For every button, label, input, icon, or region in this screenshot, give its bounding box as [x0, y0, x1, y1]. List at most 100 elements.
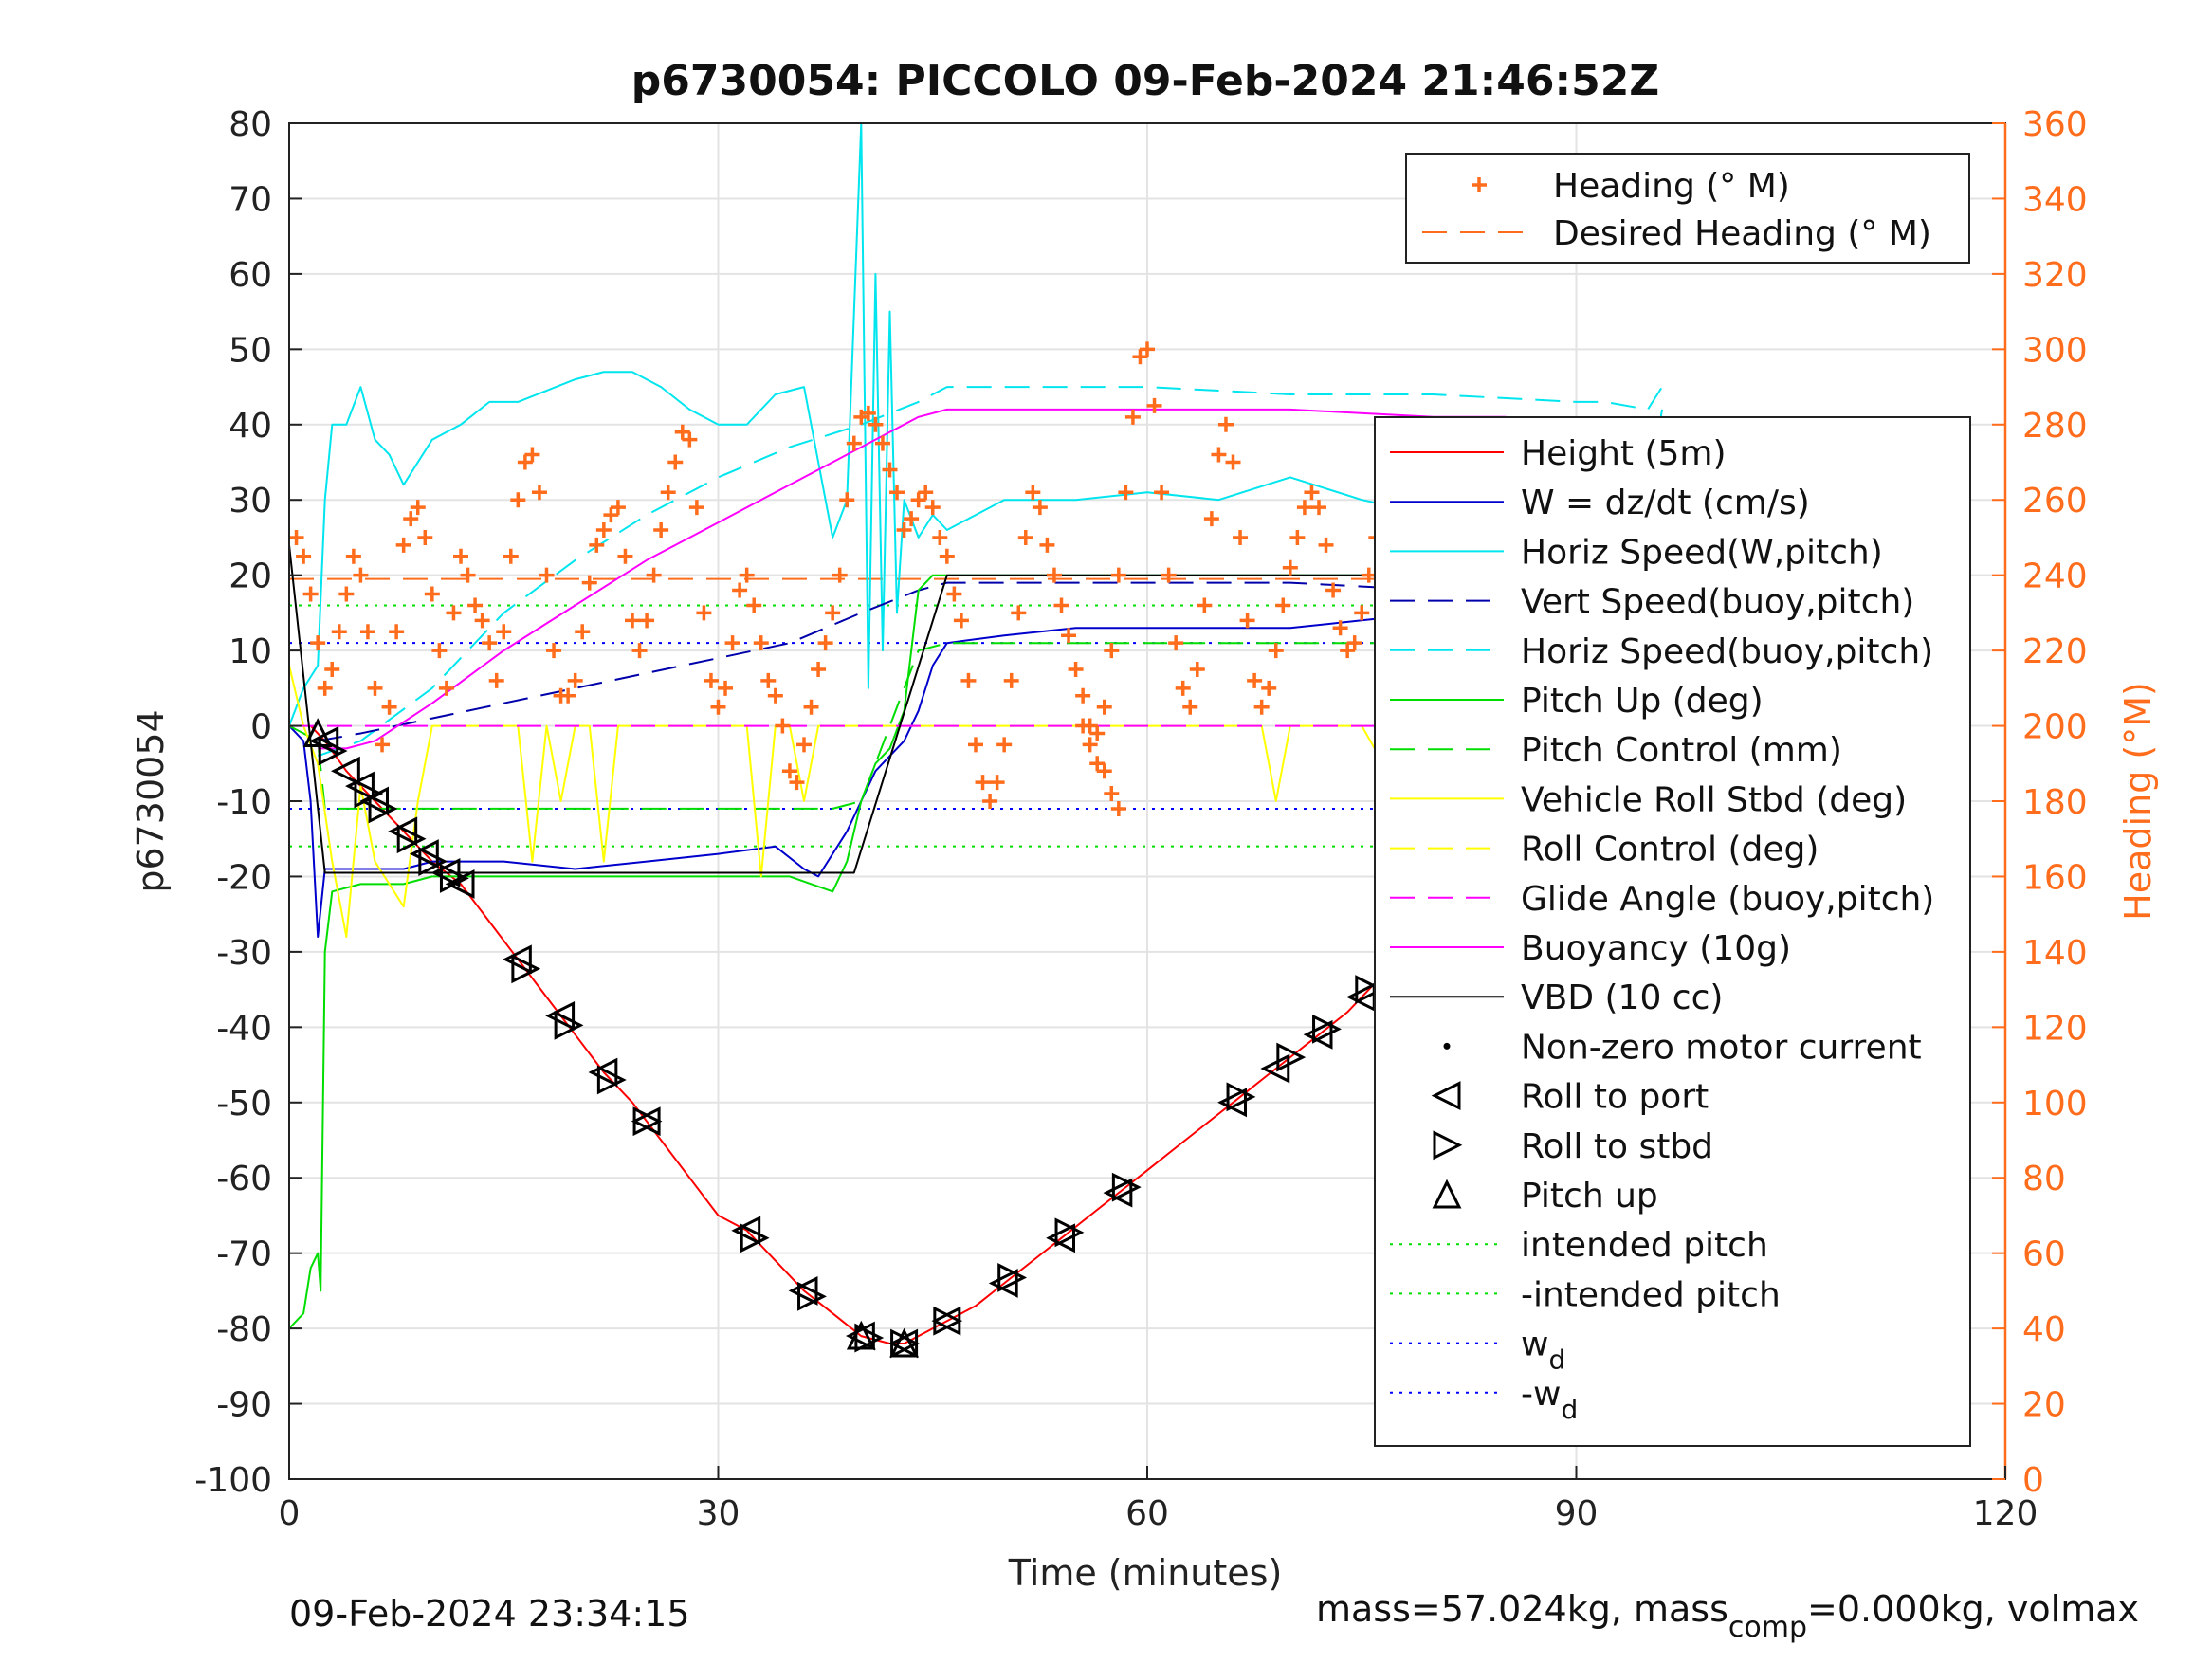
heading-point [617, 548, 633, 564]
heading-point [367, 680, 383, 696]
heading-point [660, 485, 676, 501]
heading-point [1161, 567, 1177, 583]
y-tick-label: -90 [216, 1386, 272, 1425]
heading-point [488, 672, 504, 688]
heading-point [302, 586, 319, 602]
chart-title: p6730054: PICCOLO 09-Feb-2024 21:46:52Z [631, 57, 1659, 105]
heading-point [1211, 447, 1227, 463]
heading-point [567, 672, 583, 688]
heading-point [918, 485, 934, 501]
x-tick-label: 30 [697, 1494, 740, 1533]
legend-sample-dot [1443, 1042, 1451, 1050]
legend-main-label: Vert Speed(buoy,pitch) [1521, 583, 1914, 622]
heading-layer [289, 341, 1556, 816]
y-tick-label: -80 [216, 1310, 272, 1349]
heading-point [539, 567, 555, 583]
heading-point [324, 661, 340, 677]
heading-point [375, 737, 391, 753]
heading-point [424, 586, 440, 602]
y-tick-label: 10 [229, 632, 272, 671]
heading-point [410, 500, 426, 516]
heading-point [932, 529, 948, 545]
y-tick-label: -20 [216, 858, 272, 897]
heading-point [1089, 756, 1106, 772]
heading-point [345, 548, 361, 564]
heading-point [1203, 511, 1219, 527]
heading-point [446, 605, 462, 621]
heading-point [1096, 763, 1112, 779]
legend-label-main: -w [1521, 1375, 1561, 1414]
roll-to-port-marker [330, 756, 360, 786]
heading-point [1168, 635, 1184, 651]
heading-point [846, 435, 862, 451]
roll-to-port-marker [1103, 1178, 1133, 1208]
heading-point [1053, 597, 1069, 613]
heading-point [860, 405, 876, 421]
heading-point [825, 605, 841, 621]
roll-to-stbd-marker [368, 794, 398, 824]
y2-tick-label: 320 [2022, 256, 2088, 295]
heading-point [1039, 537, 1055, 553]
heading-point [1146, 397, 1162, 413]
y2-tick-label: 80 [2022, 1160, 2066, 1198]
heading-point [1275, 597, 1291, 613]
heading-point [1003, 672, 1019, 688]
heading-point [1017, 529, 1033, 545]
heading-point [1239, 613, 1255, 629]
legend-heading-box [1405, 153, 1970, 264]
legend-main-label: Buoyancy (10g) [1521, 929, 1791, 968]
footer-timestamp: 09-Feb-2024 23:34:15 [289, 1593, 690, 1635]
legend-sample-tri-left [1431, 1081, 1461, 1111]
heading-point [296, 548, 312, 564]
y2-tick-label: 40 [2022, 1310, 2066, 1349]
x-axis-label: Time (minutes) [1008, 1552, 1283, 1594]
heading-point [1075, 718, 1091, 734]
heading-point [896, 522, 912, 538]
y2-axis-label: Heading (°M) [2117, 682, 2159, 921]
y-tick-label: 60 [229, 256, 272, 295]
heading-point [1318, 537, 1334, 553]
heading-point [353, 567, 369, 583]
heading-point [338, 586, 355, 602]
heading-point [1354, 605, 1370, 621]
roll-to-stbd-marker [1111, 1172, 1142, 1202]
heading-point [503, 548, 519, 564]
heading-point [289, 529, 304, 545]
footer-mass-text: mass=57.024kg, mass [1316, 1588, 1728, 1630]
heading-point [682, 431, 698, 448]
legend-main-label: Horiz Speed(buoy,pitch) [1521, 632, 1933, 671]
heading-point [510, 492, 526, 508]
heading-point [1197, 597, 1213, 613]
legend-sample-tri-right [1433, 1130, 1463, 1161]
roll-to-stbd-marker [318, 736, 348, 766]
heading-point [381, 699, 397, 715]
heading-point [767, 687, 783, 704]
y-tick-label: -100 [194, 1461, 272, 1500]
heading-point [703, 672, 719, 688]
heading-point [595, 522, 612, 538]
legend-label-sub: d [1548, 1344, 1565, 1376]
heading-point [832, 567, 848, 583]
legend-main-label: W = dz/dt (cm/s) [1521, 484, 1810, 522]
pitch-up-marker [889, 1327, 920, 1358]
heading-point [760, 672, 777, 688]
y2-tick-label: 140 [2022, 934, 2088, 973]
heading-point [1068, 661, 1084, 677]
heading-point [889, 485, 905, 501]
x-tick-label: 0 [279, 1494, 301, 1533]
roll-to-port-marker [1046, 1223, 1075, 1253]
y2-tick-label: 120 [2022, 1009, 2088, 1048]
series-pitch-control-mm [289, 642, 1662, 810]
y-tick-label: -70 [216, 1235, 272, 1274]
heading-point [359, 624, 375, 640]
roll-to-stbd-marker [396, 824, 427, 854]
heading-point [1217, 416, 1234, 432]
y2-tick-label: 20 [2022, 1386, 2066, 1425]
y2-tick-label: 340 [2022, 180, 2088, 219]
y2-tick-label: 0 [2022, 1461, 2044, 1500]
pitch-up-marker [846, 1320, 876, 1350]
roll-to-stbd-marker [797, 1281, 827, 1311]
roll-to-port-marker [545, 1000, 576, 1031]
roll-to-stbd-marker [997, 1263, 1028, 1292]
